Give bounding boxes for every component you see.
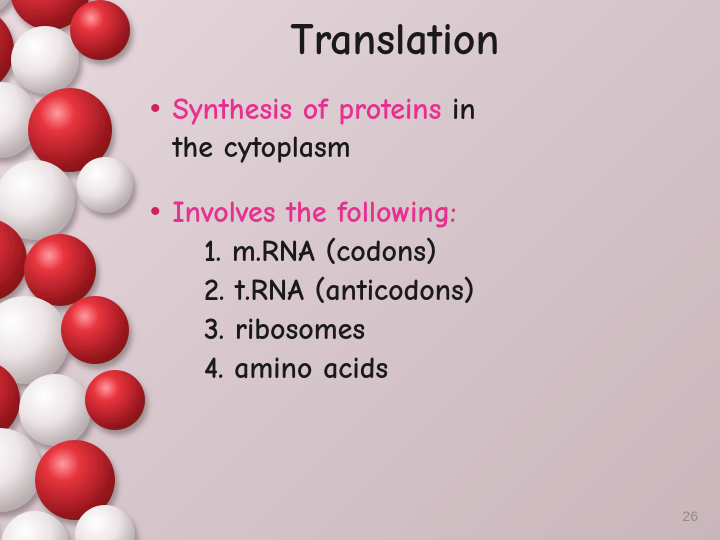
content-area: Translation • Synthesis of proteins in t…	[0, 0, 720, 388]
slide: Translation • Synthesis of proteins in t…	[0, 0, 720, 540]
bullet-2: • Involves the following: 1. m.RNA (codo…	[150, 194, 680, 388]
bullet-2-highlight: Involves the following:	[173, 195, 457, 230]
page-number: 26	[682, 508, 698, 524]
list-item: 1. m.RNA (codons)	[204, 232, 680, 271]
list-item: 3. ribosomes	[204, 310, 680, 349]
bullet-1: • Synthesis of proteins in the cytoplasm	[150, 91, 680, 168]
bullet-1-cont: the cytoplasm	[173, 130, 351, 165]
slide-title: Translation	[110, 14, 680, 65]
list-item: 2. t.RNA (anticodons)	[204, 271, 680, 310]
bullet-dot-icon: •	[150, 91, 161, 127]
bullet-1-text: Synthesis of proteins in the cytoplasm	[173, 91, 476, 168]
bullet-2-text: Involves the following:	[173, 194, 457, 232]
list-item: 4. amino acids	[204, 349, 680, 388]
bullet-1-highlight: Synthesis of proteins	[173, 92, 442, 127]
bullet-2-sublist: 1. m.RNA (codons) 2. t.RNA (anticodons) …	[204, 232, 680, 388]
bullet-dot-icon: •	[150, 194, 161, 230]
bullet-1-rest: in	[441, 92, 475, 127]
